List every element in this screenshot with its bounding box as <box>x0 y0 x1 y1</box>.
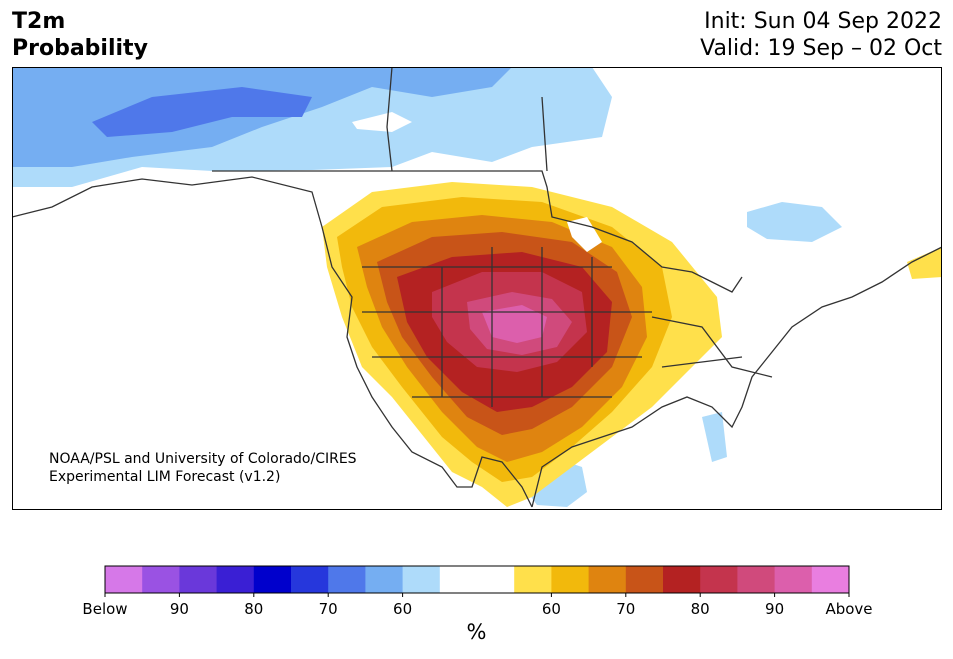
colorbar-swatch <box>179 566 218 593</box>
colorbar-swatch <box>253 566 292 593</box>
colorbar-swatch <box>774 566 813 593</box>
colorbar-swatch <box>700 566 738 593</box>
colorbar-swatch <box>625 566 664 593</box>
colorbar-label: 90 <box>765 600 784 618</box>
colorbar-swatch <box>551 566 590 593</box>
map-title: T2m Probability <box>12 8 148 62</box>
colorbar-label: 60 <box>393 600 412 618</box>
colorbar-swatch <box>811 566 850 593</box>
colorbar-labels: Below 90 80 70 60 60 70 80 90 Above <box>82 593 873 618</box>
colorbar-swatch <box>477 566 515 593</box>
colorbar-swatch <box>365 566 404 593</box>
colorbar-swatch <box>514 566 552 593</box>
colorbar-swatch <box>737 566 776 593</box>
colorbar-label: 80 <box>244 600 263 618</box>
colorbar-swatch <box>142 566 180 593</box>
colorbar-swatch <box>402 566 441 593</box>
colorbar-label: 70 <box>616 600 635 618</box>
colorbar-frame <box>104 565 850 594</box>
forecast-dates: Init: Sun 04 Sep 2022 Valid: 19 Sep – 02… <box>700 8 942 62</box>
colorbar-swatch <box>216 566 255 593</box>
below-probability-areas <box>12 67 842 507</box>
probability-map <box>12 67 942 510</box>
colorbar-label: Above <box>825 600 872 618</box>
colorbar-label: 80 <box>691 600 710 618</box>
above-probability-areas <box>322 182 942 507</box>
valid-range: Valid: 19 Sep – 02 Oct <box>700 36 942 61</box>
colorbar-swatch <box>291 566 329 593</box>
colorbar-label: 90 <box>170 600 189 618</box>
colorbar-swatch <box>588 566 627 593</box>
colorbar-label: Below <box>82 600 127 618</box>
credit-line-1: NOAA/PSL and University of Colorado/CIRE… <box>49 451 357 467</box>
colorbar-swatches <box>105 566 850 593</box>
colorbar-label: 60 <box>542 600 561 618</box>
colorbar-unit: % <box>466 620 487 644</box>
colorbar-swatch <box>328 566 366 593</box>
title-line-1: T2m <box>12 9 66 34</box>
colorbar-swatch <box>105 566 143 593</box>
political-boundaries <box>12 67 942 508</box>
credit-text: NOAA/PSL and University of Colorado/CIRE… <box>49 450 357 486</box>
colorbar-swatch <box>663 566 701 593</box>
colorbar-label: 70 <box>319 600 338 618</box>
title-line-2: Probability <box>12 36 148 61</box>
init-date: Init: Sun 04 Sep 2022 <box>704 9 942 34</box>
colorbar-swatch <box>439 566 478 593</box>
credit-line-2: Experimental LIM Forecast (v1.2) <box>49 469 281 485</box>
